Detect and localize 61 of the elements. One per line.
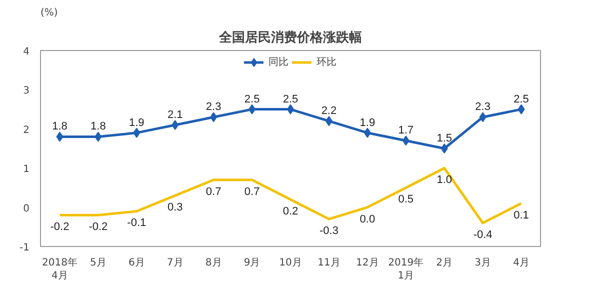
- data-label: 1.8: [90, 120, 106, 133]
- point: [210, 112, 218, 122]
- x-tick-label: 8月: [205, 258, 222, 268]
- point: [248, 104, 256, 114]
- y-tick-label: 2: [23, 124, 30, 136]
- data-label: 1.7: [398, 124, 414, 137]
- y-tick-label: 4: [23, 46, 30, 58]
- data-label: 0.0: [360, 213, 376, 226]
- x-tick-label: 12月: [356, 258, 379, 268]
- point: [94, 132, 102, 142]
- legend-label: 环比: [316, 56, 336, 69]
- x-tick-label: 4月: [513, 258, 530, 268]
- x-tick-label: 5月: [90, 258, 106, 268]
- data-label: 0.2: [282, 205, 298, 218]
- x-tick-label: 11月: [318, 258, 340, 268]
- data-label: -0.2: [50, 221, 70, 234]
- y-axis-title: (%): [40, 8, 58, 18]
- x-tick-label: 7月: [166, 258, 184, 268]
- x-tick-label: 10月: [279, 258, 302, 268]
- data-label: 2.5: [282, 93, 298, 106]
- data-label: 0.7: [244, 186, 260, 198]
- data-label: 1.0: [436, 174, 452, 186]
- x-tick-label: 3月: [474, 258, 491, 268]
- point: [133, 128, 140, 138]
- point: [172, 120, 179, 130]
- data-label: 1.9: [129, 116, 144, 129]
- data-label: -0.1: [127, 217, 146, 230]
- data-label: -0.3: [319, 225, 338, 238]
- point: [518, 104, 525, 114]
- data-label: 0.7: [206, 186, 222, 198]
- x-tick-label: 2018年 4月: [42, 256, 78, 282]
- point: [325, 116, 332, 126]
- legend-label: 同比: [268, 56, 288, 69]
- data-label: 0.1: [514, 209, 529, 222]
- data-label: 2.3: [475, 101, 490, 114]
- y-tick-label: 3: [23, 86, 30, 97]
- data-label: 1.8: [52, 120, 68, 133]
- data-label: 1.9: [360, 116, 376, 129]
- y-tick-label: 0: [23, 203, 30, 214]
- chart-title: 全国居民消费价格涨跌幅: [218, 30, 362, 46]
- data-label: 0.3: [167, 202, 183, 214]
- point: [402, 136, 410, 146]
- data-label: 2.1: [167, 108, 183, 121]
- data-label: 0.5: [398, 194, 414, 206]
- data-label: 2.5: [514, 93, 529, 106]
- x-tick-label: 2019年 1月: [388, 256, 424, 282]
- y-tick-label: -1: [20, 242, 30, 254]
- point: [364, 128, 371, 138]
- point: [440, 144, 448, 154]
- data-label: 2.3: [206, 101, 222, 114]
- y-tick-label: 1: [23, 164, 30, 176]
- point: [56, 132, 64, 142]
- data-label: 2.5: [244, 93, 260, 106]
- data-label: 2.2: [321, 105, 337, 118]
- data-label: 1.5: [436, 132, 452, 144]
- point: [479, 112, 486, 122]
- x-tick-label: 6月: [128, 258, 145, 268]
- x-tick-label: 9月: [244, 258, 260, 268]
- x-tick-label: 2月: [436, 258, 453, 268]
- data-label: -0.2: [88, 221, 108, 234]
- data-label: -0.4: [473, 228, 492, 241]
